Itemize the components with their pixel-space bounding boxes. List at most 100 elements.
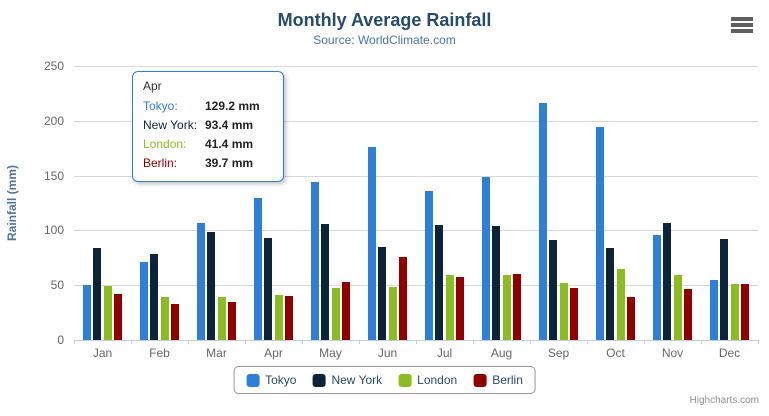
bar-london-dec[interactable] [730, 283, 739, 340]
gridline-50 [74, 285, 758, 287]
legend-item-new-york[interactable]: New York [312, 373, 382, 387]
x-tick-mark [188, 340, 189, 344]
bar-new-york-sep[interactable] [549, 240, 558, 340]
hamburger-bar [731, 23, 753, 27]
bar-new-york-feb[interactable] [150, 253, 159, 340]
x-tick-mark [302, 340, 303, 344]
hamburger-bar [731, 29, 753, 33]
x-tick-label-sep: Sep [547, 346, 570, 360]
bar-london-sep[interactable] [559, 282, 568, 340]
bar-new-york-mar[interactable] [207, 232, 216, 340]
x-tick-mark [701, 340, 702, 344]
bar-new-york-may[interactable] [321, 223, 330, 340]
bar-tokyo-jan[interactable] [82, 285, 91, 340]
gridline-150 [74, 175, 758, 177]
tooltip-rows: Tokyo: 129.2 mm New York: 93.4 mm London: 41.… [143, 97, 273, 173]
bar-new-york-apr[interactable] [264, 237, 273, 340]
y-tick-label: 200 [43, 113, 64, 128]
x-tick-label-jan: Jan [92, 346, 113, 360]
bar-tokyo-jul[interactable] [424, 191, 433, 340]
bar-berlin-jan[interactable] [114, 293, 123, 340]
bar-berlin-aug[interactable] [513, 273, 522, 340]
bar-london-apr[interactable] [274, 294, 283, 340]
y-tick-label: 50 [50, 278, 64, 293]
bar-tokyo-aug[interactable] [481, 177, 490, 340]
x-tick-mark [644, 340, 645, 344]
tooltip-row: London: 41.4 mm [143, 135, 273, 154]
gridline-100 [74, 230, 758, 232]
bar-london-nov[interactable] [673, 275, 682, 340]
bar-london-may[interactable] [331, 288, 340, 340]
bar-london-mar[interactable] [217, 296, 226, 340]
x-tick-mark [758, 340, 759, 344]
bar-berlin-sep[interactable] [570, 287, 579, 340]
tooltip-series-label: Berlin: [143, 156, 178, 170]
x-tick-label-may: May [319, 346, 342, 360]
bar-berlin-oct[interactable] [627, 297, 636, 340]
bar-london-aug[interactable] [502, 274, 511, 340]
x-tick-label-jul: Jul [436, 346, 453, 360]
y-axis-title: Rainfall (mm) [5, 165, 19, 242]
bar-london-oct[interactable] [616, 268, 625, 340]
x-tick-mark [530, 340, 531, 344]
bar-new-york-jan[interactable] [93, 248, 102, 340]
bar-berlin-jun[interactable] [399, 257, 408, 340]
bar-berlin-mar[interactable] [228, 302, 237, 340]
legend-item-london[interactable]: London [398, 373, 457, 387]
bar-berlin-feb[interactable] [171, 303, 180, 340]
bar-berlin-nov[interactable] [684, 288, 693, 340]
bar-tokyo-jun[interactable] [367, 147, 376, 340]
bar-tokyo-dec[interactable] [709, 280, 718, 340]
x-tick-label-apr: Apr [264, 346, 283, 360]
x-tick-label-aug: Aug [490, 346, 513, 360]
bar-new-york-jul[interactable] [435, 224, 444, 340]
tooltip-row: Tokyo: 129.2 mm [143, 97, 273, 116]
bar-london-jun[interactable] [388, 287, 397, 340]
legend-swatch-icon [312, 373, 326, 387]
bar-berlin-dec[interactable] [741, 283, 750, 340]
x-tick-mark [416, 340, 417, 344]
y-tick-label: 150 [43, 168, 64, 183]
bar-new-york-aug[interactable] [492, 225, 501, 340]
x-tick-label-mar: Mar [206, 346, 227, 360]
tooltip-category: Apr [143, 79, 162, 93]
bar-tokyo-mar[interactable] [196, 223, 205, 340]
bar-tokyo-nov[interactable] [652, 235, 661, 340]
x-tick-mark [245, 340, 246, 344]
bar-london-feb[interactable] [160, 297, 169, 340]
tooltip: Apr Tokyo: 129.2 mm New York: 93.4 mm London… [132, 71, 284, 182]
legend-swatch-icon [246, 373, 260, 387]
bar-new-york-oct[interactable] [606, 248, 615, 340]
gridline-200 [74, 120, 758, 122]
bar-tokyo-may[interactable] [310, 182, 319, 340]
tooltip-series-value: 39.7 mm [205, 156, 254, 170]
bar-london-jul[interactable] [445, 275, 454, 340]
bar-tokyo-sep[interactable] [538, 102, 547, 340]
bar-new-york-nov[interactable] [663, 223, 672, 340]
legend-swatch-icon [398, 373, 412, 387]
y-tick-label: 0 [57, 333, 64, 347]
bar-tokyo-apr[interactable] [253, 198, 262, 340]
x-tick-mark [131, 340, 132, 344]
x-tick-label-jun: Jun [377, 346, 398, 360]
bar-london-jan[interactable] [103, 286, 112, 340]
hamburger-bar [731, 17, 753, 21]
bar-berlin-jul[interactable] [456, 277, 465, 340]
x-tick-mark [587, 340, 588, 344]
credits-link[interactable]: Highcharts.com [689, 395, 759, 406]
bar-tokyo-feb[interactable] [139, 261, 148, 340]
export-menu-icon[interactable] [730, 16, 754, 34]
bar-berlin-apr[interactable] [285, 296, 294, 340]
legend-swatch-icon [473, 373, 487, 387]
bar-tokyo-oct[interactable] [595, 127, 604, 340]
bar-new-york-jun[interactable] [378, 247, 387, 340]
bar-berlin-may[interactable] [342, 282, 351, 340]
legend-item-tokyo[interactable]: Tokyo [246, 373, 296, 387]
bar-new-york-dec[interactable] [720, 238, 729, 340]
legend-item-berlin[interactable]: Berlin [473, 373, 523, 387]
tooltip-row: New York: 93.4 mm [143, 116, 273, 135]
y-tick-label: 100 [43, 223, 64, 238]
chart-subtitle: Source: WorldClimate.com [313, 33, 456, 47]
tooltip-series-value: 129.2 mm [205, 99, 260, 113]
